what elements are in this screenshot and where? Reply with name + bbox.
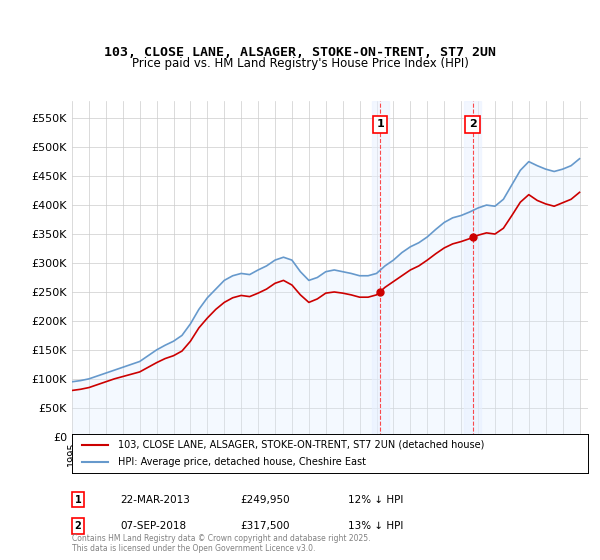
Text: 2: 2: [469, 119, 476, 129]
Bar: [372, 101, 389, 437]
Text: Contains HM Land Registry data © Crown copyright and database right 2025.
This d: Contains HM Land Registry data © Crown c…: [72, 534, 371, 553]
Text: 1: 1: [376, 119, 384, 129]
Text: 2: 2: [74, 521, 82, 531]
Bar: [464, 101, 481, 437]
Text: 22-MAR-2013: 22-MAR-2013: [120, 494, 190, 505]
Text: 103, CLOSE LANE, ALSAGER, STOKE-ON-TRENT, ST7 2UN: 103, CLOSE LANE, ALSAGER, STOKE-ON-TRENT…: [104, 46, 496, 59]
Text: HPI: Average price, detached house, Cheshire East: HPI: Average price, detached house, Ches…: [118, 457, 367, 467]
Text: 103, CLOSE LANE, ALSAGER, STOKE-ON-TRENT, ST7 2UN (detached house): 103, CLOSE LANE, ALSAGER, STOKE-ON-TRENT…: [118, 440, 485, 450]
Text: 13% ↓ HPI: 13% ↓ HPI: [348, 521, 403, 531]
Text: 1: 1: [74, 494, 82, 505]
Text: £249,950: £249,950: [240, 494, 290, 505]
Text: 12% ↓ HPI: 12% ↓ HPI: [348, 494, 403, 505]
Text: 07-SEP-2018: 07-SEP-2018: [120, 521, 186, 531]
Text: Price paid vs. HM Land Registry's House Price Index (HPI): Price paid vs. HM Land Registry's House …: [131, 57, 469, 70]
Text: £317,500: £317,500: [240, 521, 290, 531]
